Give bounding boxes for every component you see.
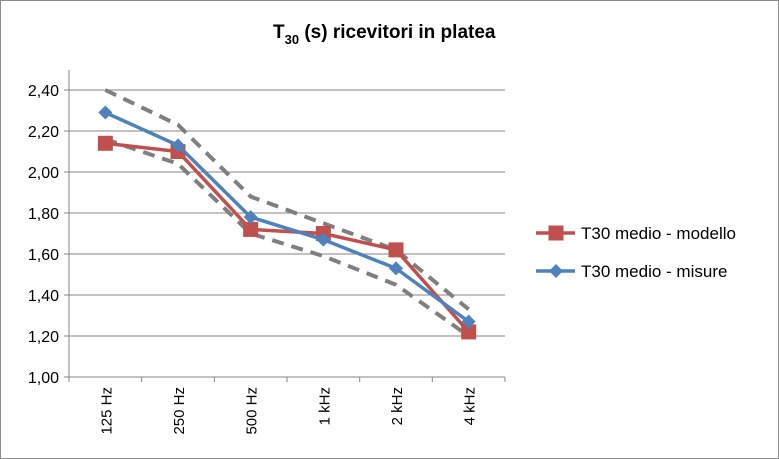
legend-item-1: T30 medio - misure [536,262,727,281]
chart-title-subscript: 30 [285,32,299,47]
data-point [243,210,258,225]
bound-line-lower [104,137,470,338]
data-point [316,232,331,247]
chart-title-rest: (s) ricevitori in platea [299,22,496,43]
series-1 [98,105,476,329]
legend-swatch-marker [548,225,564,241]
y-tick-label: 2,20 [28,124,59,141]
y-tick-label: 1,40 [28,288,59,305]
data-point [98,105,113,120]
data-point [388,242,404,258]
axes: 1,00 1,20 1,40 1,60 1,80 2,00 2,20 2,40 125 Hz 25… [28,70,506,435]
series-0 [97,135,477,340]
x-tick-label: 4 kHz [462,387,479,425]
data-point [461,324,477,340]
legend-item-0: T30 medio - modello [536,224,736,243]
legend-label: T30 medio - modello [581,224,736,243]
x-tick-label: 1 kHz [316,387,333,425]
y-tick-label: 1,80 [28,206,59,223]
series-line [105,141,470,334]
data-point [389,261,403,276]
x-tick-label: 2 kHz [389,387,406,425]
data-point [243,221,259,237]
x-tick-label: 500 Hz [244,387,261,435]
y-tick-label: 1,60 [28,247,59,264]
data-point [461,314,476,329]
y-tick-label: 2,40 [28,83,59,100]
x-tick-label: 125 Hz [98,387,115,435]
y-tick-label: 2,00 [28,165,59,182]
legend: T30 medio - modello T30 medio - misure [536,224,736,281]
chart-title: T30 (s) ricevitori in platea [273,22,496,47]
data-point [171,138,185,153]
y-tick-label: 1,00 [28,370,59,387]
bound-lines [104,88,470,338]
series-line [104,110,470,324]
legend-swatch-marker [549,264,563,278]
legend-label: T30 medio - misure [581,262,727,281]
data-point [97,135,113,151]
chart-title-main: T [273,22,285,43]
y-tick-label: 1,20 [28,329,59,346]
x-tick-label: 250 Hz [171,387,188,435]
bound-line-upper [104,88,470,311]
series-lines [97,105,477,340]
